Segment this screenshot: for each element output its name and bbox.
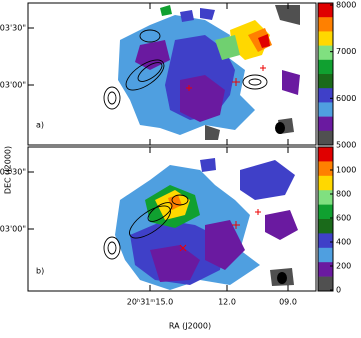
map-b — [103, 158, 298, 290]
colorbar-band — [318, 175, 333, 191]
colorbar-band — [318, 190, 333, 205]
x-tick-label: 12.0 — [218, 298, 236, 307]
colorbar-band — [318, 233, 333, 249]
colorbar-tick-label: 7000 — [336, 47, 356, 56]
colorbar-tick-label: 8000 — [336, 1, 356, 10]
panel-frame — [27, 146, 317, 292]
y-axis-label: DEC (J2000) — [4, 146, 13, 194]
colorbar-band — [318, 161, 333, 177]
colorbar-tick-label: 600 — [336, 214, 351, 223]
colorbar-band — [318, 45, 333, 61]
colorbar-tick-label: 400 — [336, 238, 351, 247]
map-a — [103, 5, 300, 140]
colorbar-band — [318, 59, 333, 75]
colorbar-band — [318, 31, 333, 46]
panel-label: a) — [36, 121, 44, 130]
colorbar-band — [318, 219, 333, 234]
colorbar-band — [318, 102, 333, 117]
x-axis-label: RA (J2000) — [169, 322, 211, 331]
colorbar-tick-label: 200 — [336, 262, 351, 271]
panel-label: b) — [36, 267, 44, 276]
x-tick-label: 09.0 — [279, 298, 297, 307]
colorbar-band — [318, 3, 333, 18]
colorbar-tick-label: 1000 — [336, 166, 356, 175]
colorbar-band — [318, 262, 333, 277]
colorbar-band — [318, 88, 333, 103]
colorbar-tick-label: 0 — [336, 286, 341, 295]
colorbar-tick-label: 6000 — [336, 94, 356, 103]
colorbar-band — [318, 147, 333, 162]
colorbar-band — [318, 276, 333, 292]
colorbar-tick-label: 800 — [336, 190, 351, 199]
panel-frame — [27, 2, 317, 146]
y-tick-label: 40°03'00" — [0, 225, 26, 234]
x-tick-label: 20ʰ31ᵐ15.0 — [127, 298, 173, 307]
colorbar-band — [318, 204, 333, 220]
colorbar-band — [318, 116, 333, 132]
colorbar-tick-label: 5000 — [336, 141, 356, 150]
colorbar-frame — [317, 2, 334, 146]
y-tick-label: 40°03'30" — [0, 24, 26, 33]
colorbar-band — [318, 74, 333, 89]
colorbar-band — [318, 17, 333, 32]
y-tick-label: 40°03'00" — [0, 81, 26, 90]
colorbar-band — [318, 130, 333, 146]
y-tick-label: 40°03'30" — [0, 168, 26, 177]
colorbar-band — [318, 247, 333, 263]
colorbar-frame — [317, 146, 334, 292]
